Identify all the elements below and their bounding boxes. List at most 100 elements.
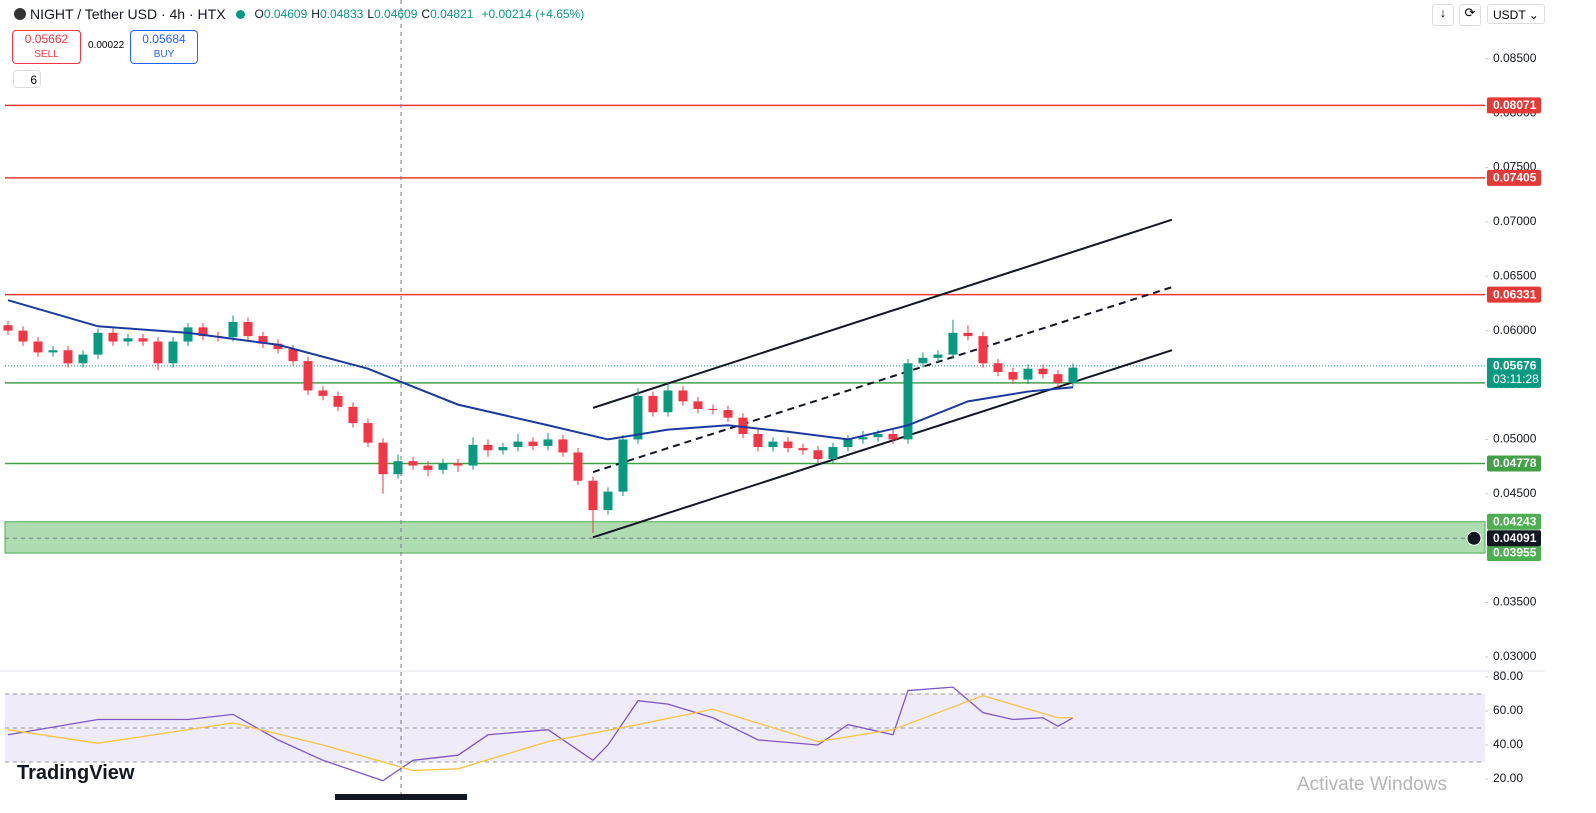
candle-body bbox=[738, 417, 748, 434]
add-alert-button[interactable] bbox=[1466, 530, 1482, 546]
candle-body bbox=[588, 480, 598, 511]
candle-body bbox=[603, 491, 613, 511]
candle-body bbox=[33, 341, 43, 353]
y-tick-label: 0.03500 bbox=[1493, 595, 1537, 609]
sell-button[interactable]: 0.05662 SELL bbox=[12, 30, 81, 64]
candle-body bbox=[978, 336, 988, 364]
ohlc: O0.04609 H0.04833 L0.04609 C0.04821 bbox=[255, 7, 478, 21]
candle-body bbox=[768, 441, 778, 448]
candle-body bbox=[513, 441, 523, 448]
time-marker bbox=[335, 794, 467, 800]
candle-body bbox=[798, 448, 808, 451]
candle-body bbox=[1053, 374, 1063, 383]
candle-body bbox=[708, 408, 718, 411]
candle-body bbox=[378, 442, 388, 475]
candle-body bbox=[1008, 371, 1018, 380]
candle-body bbox=[138, 338, 148, 342]
candle-body bbox=[153, 341, 163, 364]
symbol[interactable]: NIGHT / Tether USD · 4h · HTX bbox=[30, 6, 226, 22]
candle-body bbox=[303, 361, 313, 391]
candle-body bbox=[1038, 368, 1048, 375]
candle-body bbox=[168, 341, 178, 364]
level-label-box bbox=[1487, 169, 1541, 186]
moving-average bbox=[7, 299, 1074, 441]
level-label-box bbox=[1487, 286, 1541, 303]
zone-top-label: 0.04243 bbox=[1493, 514, 1537, 528]
candle-body bbox=[813, 450, 823, 459]
candle-body bbox=[963, 332, 973, 337]
candle-body bbox=[453, 463, 463, 466]
y-tick-label: 40.00 bbox=[1493, 737, 1523, 751]
y-tick-label: 0.03000 bbox=[1493, 649, 1537, 663]
ohlc-value: 0.04833 bbox=[319, 7, 364, 21]
ohlc-key: L bbox=[367, 7, 375, 21]
y-tick-label: 0.07000 bbox=[1493, 214, 1537, 228]
candle-body bbox=[123, 338, 133, 342]
y-tick-label: 0.06000 bbox=[1493, 323, 1537, 337]
buy-label: BUY bbox=[153, 49, 175, 60]
buy-button[interactable]: 0.05684 BUY bbox=[130, 30, 198, 64]
candle-body bbox=[948, 332, 958, 355]
last-price-label: 0.05676 bbox=[1493, 359, 1537, 373]
indicators-count: 6 bbox=[30, 73, 37, 87]
y-tick-label: 80.00 bbox=[1493, 669, 1523, 683]
header: NIGHT / Tether USD · 4h · HTX O0.04609 H0… bbox=[14, 6, 584, 22]
candle-body bbox=[288, 349, 298, 362]
candle-body bbox=[108, 332, 118, 342]
candle-body bbox=[903, 363, 913, 440]
candle-body bbox=[858, 437, 868, 440]
candle-body bbox=[363, 423, 373, 443]
level-label: 0.07405 bbox=[1493, 171, 1537, 185]
candle-body bbox=[18, 330, 28, 342]
candle-body bbox=[348, 406, 358, 424]
activation-notice: Activate Windows bbox=[1297, 774, 1447, 795]
ohlc-key: C bbox=[421, 7, 431, 21]
y-tick-label: 0.04500 bbox=[1493, 486, 1537, 500]
candle-body bbox=[228, 321, 238, 338]
candle-body bbox=[333, 395, 343, 407]
candle-body bbox=[693, 401, 703, 409]
y-tick-label: 0.08500 bbox=[1493, 51, 1537, 65]
ohlc-key: H bbox=[311, 7, 320, 21]
crosshair-label: 0.04091 bbox=[1493, 531, 1537, 545]
y-tick-label: 0.05000 bbox=[1493, 432, 1537, 446]
candle-body bbox=[843, 439, 853, 448]
zone-top-label-box bbox=[1487, 513, 1541, 530]
candle-body bbox=[558, 439, 568, 453]
crosshair-label-box bbox=[1487, 530, 1541, 547]
indicators-toggle[interactable]: 6 bbox=[13, 70, 41, 88]
candle-body bbox=[423, 465, 433, 470]
candle-body bbox=[1023, 368, 1033, 380]
candle-body bbox=[393, 461, 403, 475]
candle-body bbox=[258, 336, 268, 344]
candle-body bbox=[318, 390, 328, 396]
candle-body bbox=[873, 433, 883, 438]
candle-body bbox=[273, 343, 283, 350]
candle-body bbox=[528, 441, 538, 446]
trendline bbox=[592, 218, 1173, 409]
candle-body bbox=[3, 325, 13, 331]
status-dot bbox=[235, 9, 245, 19]
spread: 0.00022 bbox=[88, 40, 125, 51]
currency-select[interactable]: USDT ⌄ bbox=[1487, 4, 1545, 24]
candle-body bbox=[78, 354, 88, 364]
candle-body bbox=[1068, 367, 1078, 383]
buy-price: 0.05684 bbox=[142, 32, 186, 46]
trendline bbox=[592, 349, 1173, 539]
candle-body bbox=[993, 363, 1003, 372]
candle-body bbox=[498, 447, 508, 451]
candle-body bbox=[918, 357, 928, 364]
candle-body bbox=[618, 439, 628, 492]
download-button[interactable]: ↓ bbox=[1432, 4, 1454, 26]
candle-body bbox=[438, 463, 448, 470]
candle-body bbox=[828, 447, 838, 459]
candle-body bbox=[468, 444, 478, 466]
last-price-box bbox=[1487, 357, 1541, 388]
level-label-box bbox=[1487, 97, 1541, 114]
candle-body bbox=[723, 410, 733, 418]
rsi-line bbox=[7, 694, 1073, 772]
refresh-button[interactable]: ⟳ bbox=[1459, 4, 1481, 26]
candle-body bbox=[198, 327, 208, 337]
